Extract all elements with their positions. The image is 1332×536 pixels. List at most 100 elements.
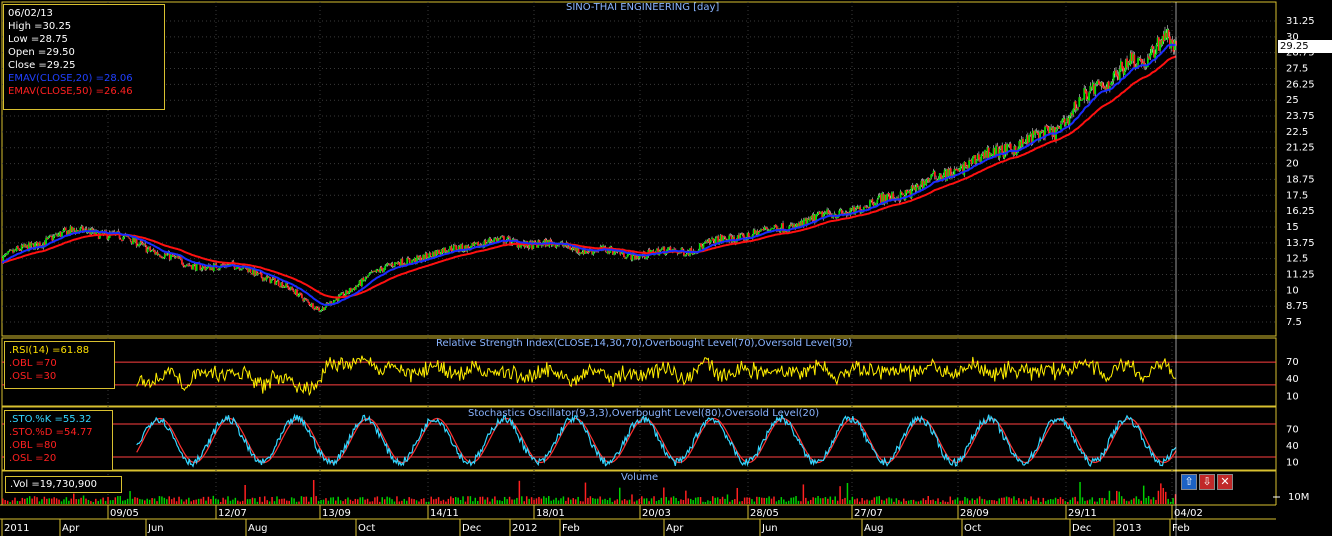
candle-body	[853, 207, 855, 214]
candle-body	[871, 199, 874, 204]
candle-body	[1064, 122, 1067, 126]
candle-body	[172, 254, 175, 257]
candle-body	[1007, 144, 1010, 146]
candle-body	[495, 238, 498, 242]
candle-body	[1160, 39, 1163, 45]
price-axis-label: 12.5	[1286, 254, 1308, 265]
candle-body	[822, 214, 825, 220]
candle-body	[701, 245, 704, 249]
candle-body	[1051, 127, 1054, 137]
candle-body	[309, 305, 312, 307]
volume-bar	[584, 482, 587, 504]
volume-bar	[888, 497, 890, 504]
candle-body	[518, 245, 521, 248]
candle-body	[1006, 144, 1008, 155]
candle-body	[1167, 29, 1170, 38]
volume-bar	[126, 498, 129, 504]
candle-body	[121, 240, 123, 242]
candle-body	[471, 243, 473, 246]
candle-body	[543, 239, 546, 243]
candle-body	[1139, 58, 1142, 61]
volume-bar	[104, 500, 107, 504]
volume-bar	[16, 500, 19, 504]
candle-body	[70, 226, 73, 232]
volume-bar	[866, 499, 868, 504]
candle-body	[34, 243, 36, 250]
candle-body	[507, 236, 510, 238]
close-icon[interactable]: ✕	[1217, 474, 1233, 490]
candle-body	[905, 190, 908, 194]
volume-bar	[82, 495, 85, 504]
candle-body	[140, 241, 143, 243]
volume-bar	[1013, 496, 1015, 504]
volume-bar	[63, 499, 65, 504]
candle-body	[290, 286, 292, 290]
info-low: Low =28.75	[8, 34, 68, 45]
candle-body	[888, 193, 891, 200]
candle-body	[925, 179, 928, 185]
volume-bar	[790, 497, 792, 504]
candle-body	[563, 245, 565, 247]
candle-body	[222, 264, 225, 266]
candle-body	[680, 247, 683, 252]
volume-bar	[959, 500, 961, 504]
candle-body	[838, 210, 841, 216]
volume-bar	[263, 496, 266, 504]
volume-bar	[1108, 490, 1111, 504]
volume-bar	[670, 497, 672, 504]
candle-body	[687, 251, 690, 256]
volume-bar	[1027, 501, 1030, 504]
volume-bar	[543, 496, 545, 504]
volume-bar	[643, 498, 645, 504]
volume-bar	[1111, 500, 1113, 504]
candle-body	[259, 272, 262, 274]
candle-body	[425, 253, 428, 259]
candle-body	[982, 152, 985, 158]
volume-bar	[268, 501, 271, 504]
candle-body	[887, 193, 890, 195]
down-arrow-icon[interactable]: ⇩	[1199, 474, 1215, 490]
candle-body	[39, 242, 41, 247]
rsi-info-box: .RSI(14) =61.88 .OBL =70 .OSL =30	[4, 341, 115, 389]
candle-body	[445, 251, 448, 253]
candle-body	[190, 265, 193, 270]
volume-bar	[1064, 501, 1067, 504]
candle-body	[969, 160, 972, 162]
volume-bar	[330, 497, 332, 504]
candle-body	[536, 243, 538, 248]
price-axis-label: 30	[1286, 32, 1299, 43]
candle-body	[989, 152, 991, 158]
candle-body	[794, 225, 797, 229]
candle-body	[771, 228, 773, 230]
candle-body	[1122, 67, 1125, 74]
volume-bar	[1098, 498, 1101, 504]
volume-bar	[4, 500, 6, 504]
volume-bar	[190, 501, 193, 504]
candle-body	[234, 268, 237, 270]
volume-bar	[871, 499, 873, 504]
volume-bar	[535, 498, 538, 504]
volume-bar	[396, 496, 398, 504]
candle-body	[144, 244, 147, 246]
volume-bar	[273, 501, 276, 504]
candle-body	[709, 240, 712, 243]
volume-bar	[689, 498, 692, 504]
candle-body	[1029, 133, 1032, 136]
candle-body	[1138, 58, 1141, 60]
up-arrow-icon[interactable]: ⇧	[1181, 474, 1197, 490]
candle-body	[188, 264, 191, 266]
candle-body	[61, 231, 63, 237]
volume-bar	[102, 497, 104, 504]
candle-body	[47, 236, 50, 239]
candle-body	[872, 203, 875, 206]
candle-body	[1045, 125, 1048, 127]
candle-body	[1019, 141, 1022, 147]
candle-body	[458, 246, 461, 251]
volume-bar	[1169, 501, 1172, 504]
volume-bar	[991, 500, 993, 504]
price-axis-label: 16.25	[1286, 206, 1315, 217]
volume-bar	[983, 499, 986, 504]
panel-border	[1, 1, 1277, 337]
candle-body	[669, 246, 672, 250]
